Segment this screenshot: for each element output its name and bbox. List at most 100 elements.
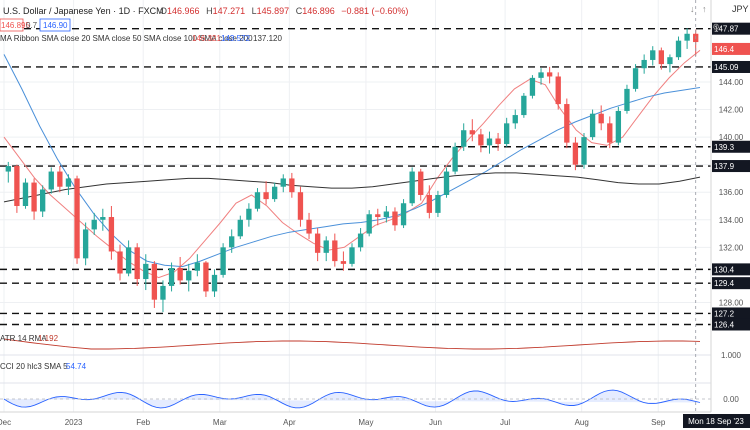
candle-body — [91, 219, 97, 230]
time-tick-label: Jun — [429, 418, 442, 427]
candle-body — [263, 192, 269, 200]
ma-line — [3, 172, 701, 203]
ohlc-values: O146.966 H147.271 L145.897 C146.896 −0.8… — [160, 6, 408, 16]
price-badge-label: 145.09 — [714, 63, 739, 72]
time-tick-label: 2023 — [65, 418, 83, 427]
candle-body — [22, 182, 29, 206]
candle-body — [14, 166, 20, 206]
candle-body — [143, 263, 149, 280]
price-tick-label: 136.00 — [719, 188, 744, 197]
price-badge-label: 146.4 — [714, 45, 735, 54]
price-badge — [712, 22, 750, 35]
candle-body — [409, 171, 415, 204]
bid-box[interactable] — [0, 18, 24, 32]
candle-body — [134, 247, 140, 280]
arrow-down-icon[interactable]: ↓ — [690, 4, 695, 14]
arrow-up-icon[interactable]: ↑ — [702, 4, 707, 14]
candle-body — [581, 137, 587, 165]
time-tick-label: Aug — [575, 418, 589, 427]
settings-icon[interactable]: ⚙ — [712, 22, 720, 32]
ask-box[interactable] — [39, 18, 71, 32]
candle-body — [383, 211, 390, 218]
candle-body — [108, 217, 115, 252]
price-badge — [712, 140, 750, 153]
candle-body — [5, 166, 11, 172]
candle-body — [246, 208, 252, 220]
price-badge — [712, 318, 750, 331]
candle-body — [48, 171, 54, 190]
candle-body — [220, 247, 226, 275]
sma50-value: 143.572 — [221, 34, 250, 43]
candle-body — [323, 240, 329, 253]
candle-body — [546, 72, 553, 77]
candle-body — [529, 77, 536, 96]
atr-line — [3, 338, 701, 350]
candle-body — [684, 33, 690, 41]
candle-body — [117, 251, 123, 274]
candle-body — [675, 40, 682, 58]
price-tick-label: 140.00 — [719, 133, 744, 142]
cci-label[interactable]: CCI 20 hlc3 SMA 5 — [0, 362, 68, 371]
candle-body — [538, 72, 544, 78]
price-badge-label: 147.87 — [714, 25, 739, 34]
candle-body — [289, 178, 295, 193]
candle-body — [160, 285, 166, 300]
chart-legend: U.S. Dollar / Japanese Yen · 1D · FXCM O… — [0, 6, 408, 43]
candle-body — [495, 138, 501, 144]
price-tick-label: 128.00 — [719, 298, 744, 307]
currency-label: JPY — [732, 4, 749, 14]
candle-body — [57, 171, 63, 187]
candle-body — [314, 233, 321, 253]
bid-price: 146.895 — [1, 21, 30, 30]
candle-body — [82, 229, 89, 259]
cursor-date-box — [683, 414, 750, 428]
candle-body — [400, 203, 407, 226]
candle-body — [607, 123, 613, 143]
time-tick-label: Sep — [651, 418, 666, 427]
atr-label[interactable]: ATR 14 RMA — [0, 334, 47, 343]
candle-body — [650, 50, 656, 60]
candle-body — [486, 138, 493, 146]
candle-body — [572, 142, 579, 165]
candlesticks — [5, 28, 699, 313]
candle-body — [74, 178, 80, 259]
atr-value: 1.192 — [38, 334, 59, 343]
candle-body — [624, 88, 630, 111]
chart-controls: JPY ↓ ↑ ⚙ — [690, 4, 749, 32]
candle-body — [589, 113, 596, 138]
candle-body — [469, 130, 475, 135]
price-badge — [712, 160, 750, 173]
price-axis[interactable]: 144.00142.00140.00138.00136.00134.00132.… — [712, 22, 750, 404]
time-axis-bg — [0, 412, 750, 430]
candle-body — [280, 178, 286, 187]
ma-line — [3, 54, 701, 268]
candle-body — [667, 57, 673, 65]
cci-tick-label: 0.00 — [723, 395, 739, 404]
candle-body — [512, 115, 518, 124]
price-tick-label: 144.00 — [719, 78, 744, 87]
candle-body — [31, 182, 37, 212]
spread-value: 0.7 — [26, 21, 38, 30]
price-badge-label: 130.4 — [714, 265, 735, 274]
candle-body — [658, 50, 664, 65]
ask-price: 146.90 — [43, 21, 68, 30]
price-badge — [712, 42, 750, 55]
candle-body — [100, 217, 106, 220]
candle-body — [125, 247, 132, 274]
candle-body — [194, 262, 200, 271]
symbol-title[interactable]: U.S. Dollar / Japanese Yen · 1D · FXCM — [3, 6, 164, 16]
candle-body — [297, 192, 304, 220]
candle-body — [349, 247, 355, 264]
price-badge-label: 129.4 — [714, 279, 735, 288]
candle-body — [452, 146, 458, 172]
candle-body — [237, 219, 243, 237]
candle-body — [65, 178, 72, 187]
sma20-value: 146.321 — [192, 34, 221, 43]
candle-body — [641, 59, 647, 69]
price-tick-label: 142.00 — [719, 106, 744, 115]
candle-body — [168, 268, 175, 286]
candle-body — [632, 68, 639, 89]
ma-ribbon-label[interactable]: MA Ribbon SMA close 20 SMA close 50 SMA … — [0, 34, 253, 43]
